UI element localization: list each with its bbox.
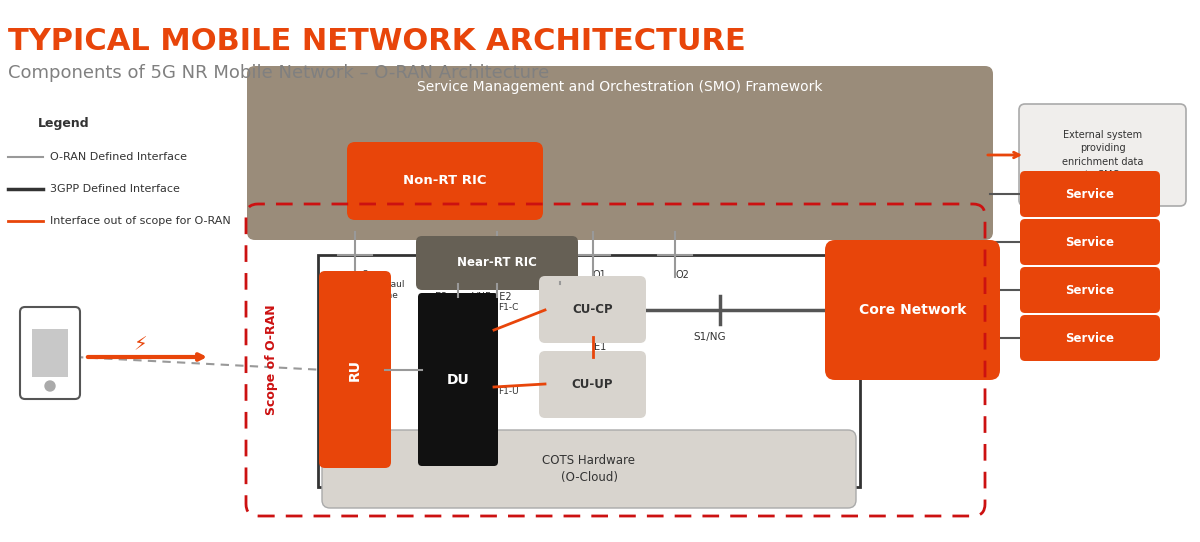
Text: E2: E2 [434, 292, 448, 302]
Text: External system
providing
enrichment data
to SMO: External system providing enrichment dat… [1062, 130, 1144, 180]
Text: Near-RT RIC: Near-RT RIC [457, 256, 536, 269]
FancyBboxPatch shape [32, 329, 68, 377]
Text: VNFs: VNFs [472, 292, 497, 302]
Text: A1: A1 [497, 270, 510, 280]
Text: TYPICAL MOBILE NETWORK ARCHITECTURE: TYPICAL MOBILE NETWORK ARCHITECTURE [8, 27, 745, 56]
Text: O2: O2 [674, 270, 689, 280]
Text: F1-C: F1-C [498, 303, 518, 312]
Text: Components of 5G NR Mobile Network – O-RAN Architecture: Components of 5G NR Mobile Network – O-R… [8, 64, 550, 82]
Text: Service: Service [1066, 283, 1115, 296]
Text: E2: E2 [493, 292, 511, 302]
Text: DU: DU [446, 373, 469, 387]
FancyBboxPatch shape [319, 271, 391, 468]
FancyBboxPatch shape [539, 276, 646, 343]
Text: F1-U: F1-U [498, 387, 518, 396]
Circle shape [46, 381, 55, 391]
Text: CU-UP: CU-UP [571, 378, 613, 391]
Text: Legend: Legend [38, 117, 90, 130]
FancyBboxPatch shape [322, 430, 856, 508]
FancyBboxPatch shape [347, 142, 542, 220]
FancyBboxPatch shape [1019, 104, 1186, 206]
Text: Scope of O-RAN: Scope of O-RAN [265, 305, 278, 415]
FancyBboxPatch shape [1020, 219, 1160, 265]
Text: E2: E2 [545, 292, 557, 302]
FancyBboxPatch shape [1020, 315, 1160, 361]
Text: Open
Fronthaul
M-Plane: Open Fronthaul M-Plane [362, 270, 404, 300]
FancyBboxPatch shape [418, 293, 498, 466]
Text: Interface out of scope for O-RAN: Interface out of scope for O-RAN [50, 216, 230, 226]
Text: Service Management and Orchestration (SMO) Framework: Service Management and Orchestration (SM… [418, 80, 823, 94]
Text: O-RAN Defined Interface: O-RAN Defined Interface [50, 152, 187, 162]
FancyBboxPatch shape [416, 236, 578, 290]
Text: Service: Service [1066, 332, 1115, 345]
FancyBboxPatch shape [1020, 267, 1160, 313]
Text: COTS Hardware
(O-Cloud): COTS Hardware (O-Cloud) [542, 454, 636, 484]
FancyBboxPatch shape [539, 351, 646, 418]
FancyBboxPatch shape [318, 255, 860, 487]
Text: Non-RT RIC: Non-RT RIC [403, 175, 487, 188]
FancyBboxPatch shape [1020, 171, 1160, 217]
FancyBboxPatch shape [247, 66, 994, 240]
Text: RU: RU [348, 359, 362, 381]
Text: Service: Service [1066, 236, 1115, 248]
FancyBboxPatch shape [826, 240, 1000, 380]
Text: Service: Service [1066, 188, 1115, 201]
Text: O1: O1 [593, 270, 606, 280]
Text: E1: E1 [594, 342, 606, 352]
Text: ⚡: ⚡ [133, 335, 146, 354]
Text: 3GPP Defined Interface: 3GPP Defined Interface [50, 184, 180, 194]
Text: CU-CP: CU-CP [572, 303, 613, 316]
Text: S1/NG: S1/NG [694, 332, 726, 342]
FancyBboxPatch shape [20, 307, 80, 399]
Text: Core Network: Core Network [859, 303, 966, 317]
